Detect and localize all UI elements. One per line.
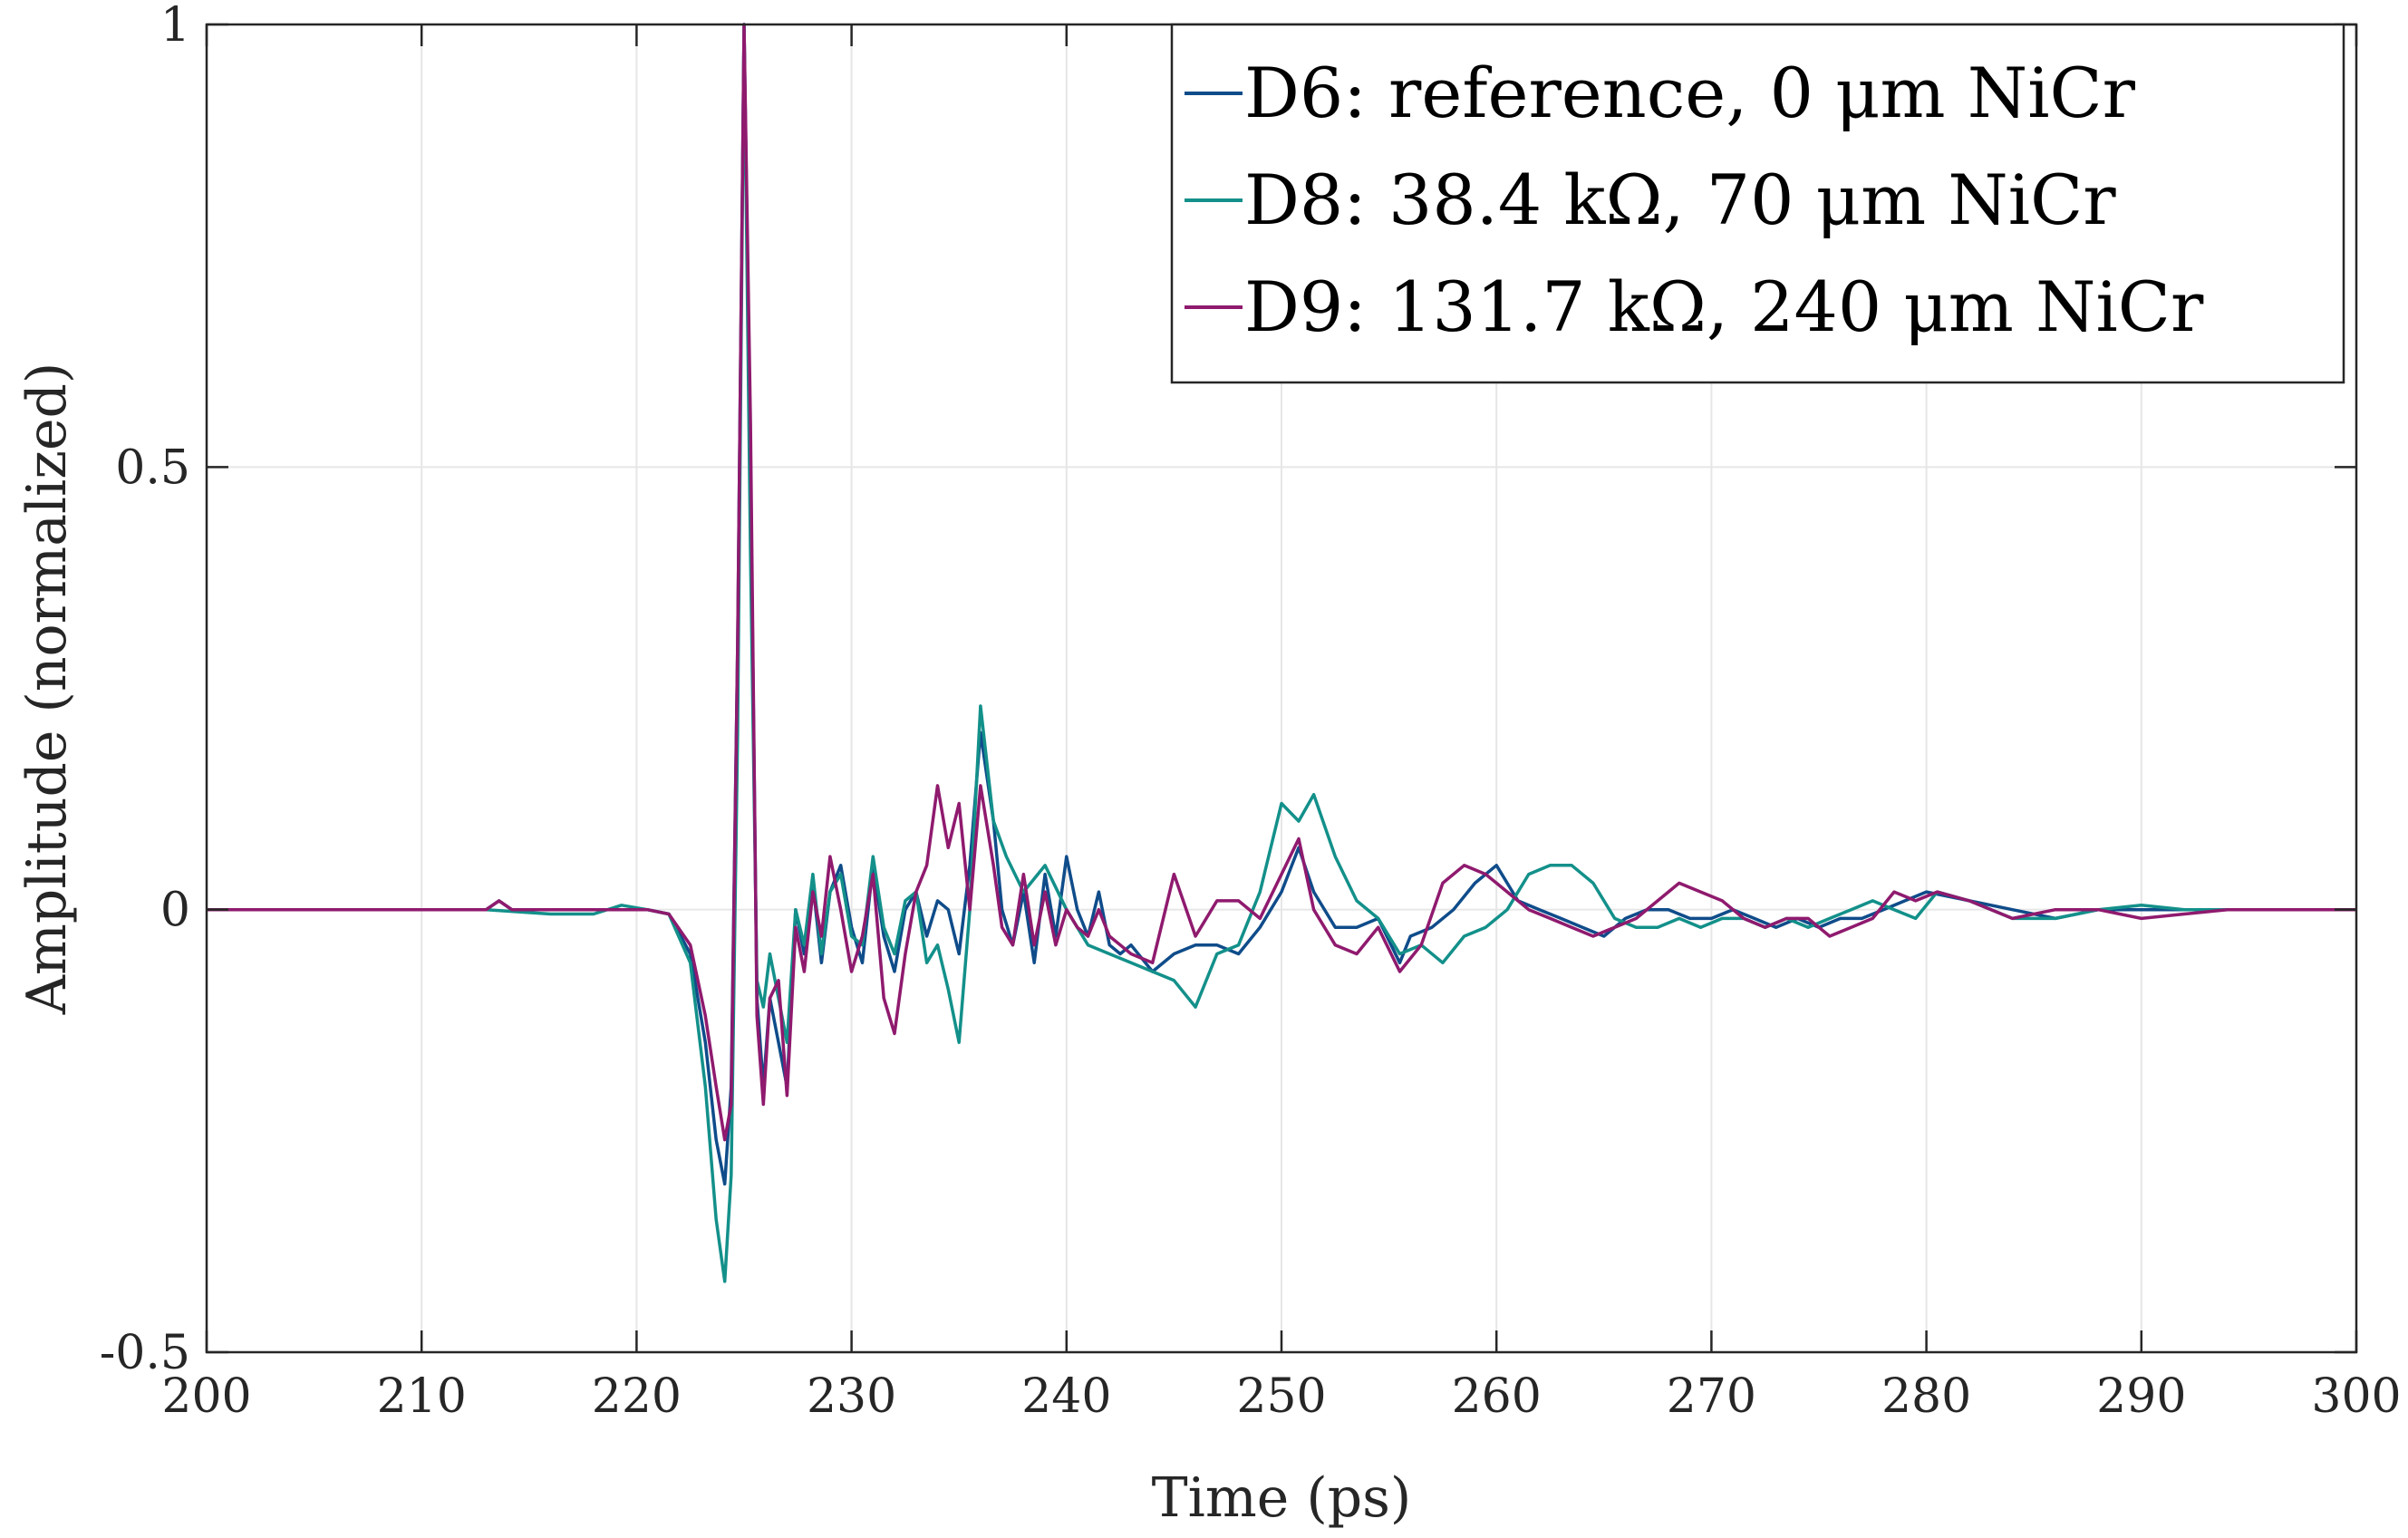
- y-tick-label: 1: [160, 0, 190, 53]
- series-line-d9: [207, 23, 2356, 1142]
- x-axis-title: Time (ps): [1152, 1466, 1412, 1530]
- y-tick-label: 0.5: [115, 440, 190, 495]
- x-tick-label: 240: [1021, 1369, 1111, 1424]
- legend-box: [1170, 23, 2345, 384]
- x-tick-label: 230: [807, 1369, 896, 1424]
- x-axis-tick-labels: 200 210 220 230 240 250 260 270 280 290 300: [161, 1369, 2401, 1424]
- x-tick-label: 290: [2096, 1369, 2186, 1424]
- y-tick-label: 0: [160, 884, 190, 938]
- y-axis-tick-labels: -0.5 0 0.5 1: [100, 0, 190, 1380]
- x-tick-label: 280: [1881, 1369, 1971, 1424]
- x-tick-label: 300: [2311, 1369, 2401, 1424]
- y-tick-label: -0.5: [100, 1326, 190, 1380]
- legend-entry-d8: D8: 38.4 kΩ, 70 μm NiCr: [1244, 160, 2116, 240]
- legend-entry-d9: D9: 131.7 kΩ, 240 μm NiCr: [1244, 266, 2204, 347]
- series-layer: [207, 23, 2356, 1283]
- x-tick-label: 250: [1236, 1369, 1326, 1424]
- x-tick-label: 270: [1667, 1369, 1756, 1424]
- x-tick-label: 220: [592, 1369, 682, 1424]
- legend-entry-d6: D6: reference, 0 μm NiCr: [1244, 53, 2136, 133]
- y-axis-title: Amplitude (normalized): [15, 363, 79, 1016]
- x-tick-label: 200: [161, 1369, 251, 1424]
- legend: D6: reference, 0 μm NiCr D8: 38.4 kΩ, 70…: [1170, 23, 2345, 384]
- x-tick-label: 210: [377, 1369, 467, 1424]
- x-tick-label: 260: [1452, 1369, 1542, 1424]
